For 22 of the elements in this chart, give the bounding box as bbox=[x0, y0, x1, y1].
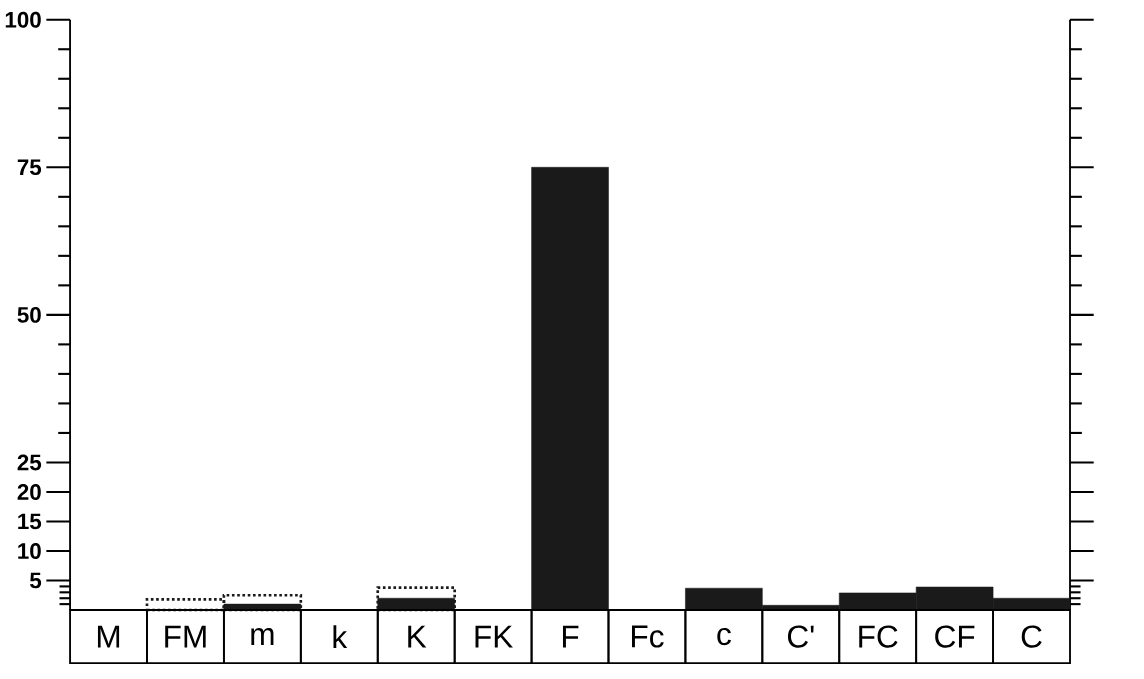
x-tick-label: M bbox=[97, 625, 120, 648]
x-tick-label: Fc bbox=[632, 625, 664, 648]
x-tick-label: FC bbox=[859, 625, 898, 648]
y-tick-label: 25 bbox=[17, 454, 42, 471]
x-tick-label: C bbox=[1021, 625, 1042, 648]
x-tick-label: k bbox=[333, 625, 348, 648]
x-tick-label: K bbox=[408, 625, 427, 648]
x-tick-label: FM bbox=[165, 625, 206, 648]
y-tick-label: 100 bbox=[5, 11, 41, 28]
y-tick-label: 75 bbox=[17, 159, 42, 176]
bar bbox=[531, 166, 609, 611]
y-tick-label: 20 bbox=[17, 483, 41, 500]
x-tick-label: FK bbox=[475, 625, 513, 648]
y-tick-label: 5 bbox=[29, 572, 42, 589]
x-tick-label: CF bbox=[935, 625, 975, 648]
x-tick-label: m bbox=[251, 628, 274, 646]
y-tick-label: 50 bbox=[17, 306, 41, 323]
y-tick-label: 10 bbox=[18, 543, 41, 559]
x-tick-label: c bbox=[717, 627, 731, 646]
x-tick-label: C' bbox=[787, 625, 814, 648]
x-tick-label: F bbox=[562, 625, 579, 648]
y-tick-label: 15 bbox=[18, 513, 42, 530]
